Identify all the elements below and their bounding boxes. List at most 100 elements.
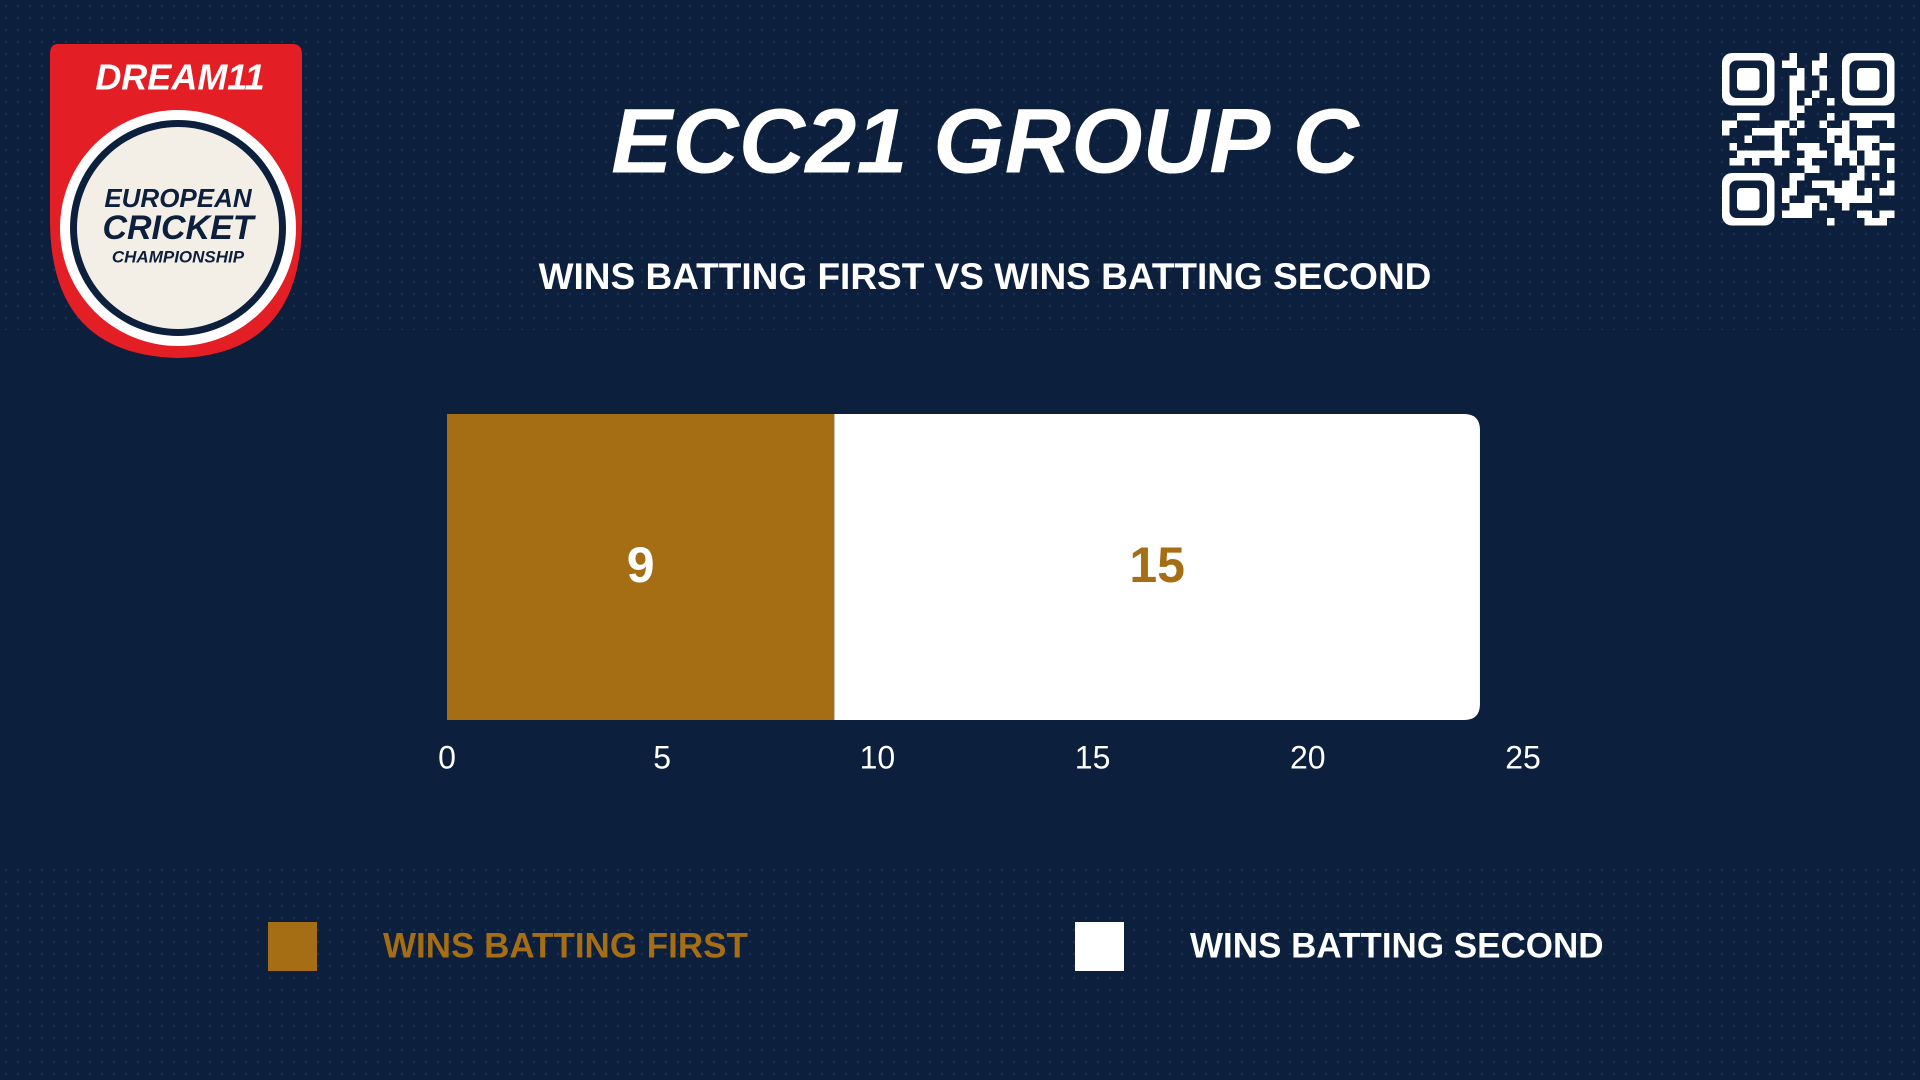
logo-text: EUROPEAN bbox=[104, 183, 253, 213]
qr-cell bbox=[1789, 105, 1797, 113]
qr-cell bbox=[1849, 158, 1857, 166]
qr-cell bbox=[1789, 90, 1797, 98]
qr-cell bbox=[1887, 113, 1895, 121]
qr-cell bbox=[1774, 128, 1782, 136]
qr-cell bbox=[1857, 210, 1865, 218]
qr-cell bbox=[1752, 150, 1760, 158]
x-tick-label: 15 bbox=[1075, 739, 1111, 775]
qr-cell bbox=[1797, 158, 1805, 166]
qr-cell bbox=[1774, 135, 1782, 143]
qr-cell bbox=[1849, 195, 1857, 203]
qr-cell bbox=[1759, 150, 1767, 158]
qr-cell bbox=[1797, 68, 1805, 76]
qr-cell bbox=[1789, 128, 1797, 136]
qr-cell bbox=[1864, 150, 1872, 158]
qr-cell bbox=[1819, 83, 1827, 91]
qr-cell bbox=[1819, 203, 1827, 211]
qr-cell bbox=[1789, 98, 1797, 106]
qr-cell bbox=[1849, 113, 1857, 121]
qr-cell bbox=[1789, 83, 1797, 91]
qr-cell bbox=[1782, 195, 1790, 203]
qr-cell bbox=[1804, 143, 1812, 151]
qr-cell bbox=[1812, 180, 1820, 188]
qr-cell bbox=[1879, 113, 1887, 121]
qr-cell bbox=[1797, 75, 1805, 83]
qr-cell bbox=[1812, 60, 1820, 68]
x-tick-label: 20 bbox=[1290, 739, 1326, 775]
qr-cell bbox=[1849, 180, 1857, 188]
legend-swatch bbox=[1075, 922, 1124, 971]
chart-title: ECC21 GROUP C bbox=[611, 90, 1361, 192]
qr-cell bbox=[1737, 150, 1745, 158]
qr-cell bbox=[1744, 150, 1752, 158]
qr-cell bbox=[1879, 188, 1887, 196]
qr-cell bbox=[1812, 150, 1820, 158]
qr-cell bbox=[1789, 180, 1797, 188]
qr-cell bbox=[1887, 165, 1895, 173]
qr-cell bbox=[1752, 128, 1760, 136]
qr-cell bbox=[1827, 98, 1835, 106]
qr-cell bbox=[1864, 195, 1872, 203]
qr-cell bbox=[1797, 210, 1805, 218]
qr-cell bbox=[1887, 143, 1895, 151]
qr-cell bbox=[1872, 150, 1880, 158]
qr-cell bbox=[1789, 75, 1797, 83]
qr-cell bbox=[1887, 188, 1895, 196]
qr-finder bbox=[1737, 188, 1760, 211]
qr-cell bbox=[1737, 158, 1745, 166]
qr-cell bbox=[1782, 210, 1790, 218]
qr-cell bbox=[1782, 188, 1790, 196]
qr-cell bbox=[1729, 143, 1737, 151]
qr-cell bbox=[1879, 218, 1887, 226]
qr-cell bbox=[1864, 120, 1872, 128]
qr-cell bbox=[1842, 150, 1850, 158]
qr-cell bbox=[1842, 120, 1850, 128]
qr-cell bbox=[1729, 120, 1737, 128]
qr-cell bbox=[1887, 210, 1895, 218]
qr-cell bbox=[1879, 210, 1887, 218]
data-label: 9 bbox=[627, 537, 655, 593]
bar-segment bbox=[834, 414, 1480, 720]
qr-cell bbox=[1842, 128, 1850, 136]
qr-cell bbox=[1827, 218, 1835, 226]
qr-cell bbox=[1879, 143, 1887, 151]
logo-brand: DREAM11 bbox=[95, 57, 264, 98]
qr-cell bbox=[1857, 135, 1865, 143]
logo: DREAM11 EUROPEAN CRICKET CHAMPIONSHIP bbox=[50, 44, 302, 358]
logo-text: CHAMPIONSHIP bbox=[112, 247, 245, 266]
data-label: 15 bbox=[1129, 537, 1185, 593]
dot-pattern bbox=[0, 0, 1920, 330]
qr-cell bbox=[1827, 135, 1835, 143]
qr-cell bbox=[1864, 158, 1872, 166]
qr-cell bbox=[1797, 143, 1805, 151]
qr-finder bbox=[1737, 68, 1760, 91]
qr-cell bbox=[1774, 150, 1782, 158]
legend-swatch bbox=[268, 922, 317, 971]
qr-cell bbox=[1729, 158, 1737, 166]
qr-cell bbox=[1804, 165, 1812, 173]
qr-cell bbox=[1789, 188, 1797, 196]
x-tick-label: 25 bbox=[1505, 739, 1541, 775]
qr-cell bbox=[1804, 158, 1812, 166]
qr-cell bbox=[1887, 158, 1895, 166]
qr-cell bbox=[1864, 188, 1872, 196]
qr-cell bbox=[1812, 165, 1820, 173]
qr-cell bbox=[1864, 210, 1872, 218]
qr-finder bbox=[1857, 68, 1880, 91]
qr-cell bbox=[1819, 60, 1827, 68]
qr-cell bbox=[1827, 180, 1835, 188]
qr-cell bbox=[1834, 188, 1842, 196]
qr-cell bbox=[1857, 120, 1865, 128]
qr-cell bbox=[1804, 195, 1812, 203]
qr-cell bbox=[1834, 158, 1842, 166]
qr-cell bbox=[1789, 173, 1797, 181]
qr-cell bbox=[1812, 68, 1820, 76]
qr-cell bbox=[1722, 120, 1730, 128]
qr-cell bbox=[1842, 143, 1850, 151]
qr-cell bbox=[1887, 120, 1895, 128]
qr-cell bbox=[1797, 173, 1805, 181]
qr-cell bbox=[1857, 113, 1865, 121]
qr-cell bbox=[1872, 113, 1880, 121]
qr-cell bbox=[1872, 158, 1880, 166]
